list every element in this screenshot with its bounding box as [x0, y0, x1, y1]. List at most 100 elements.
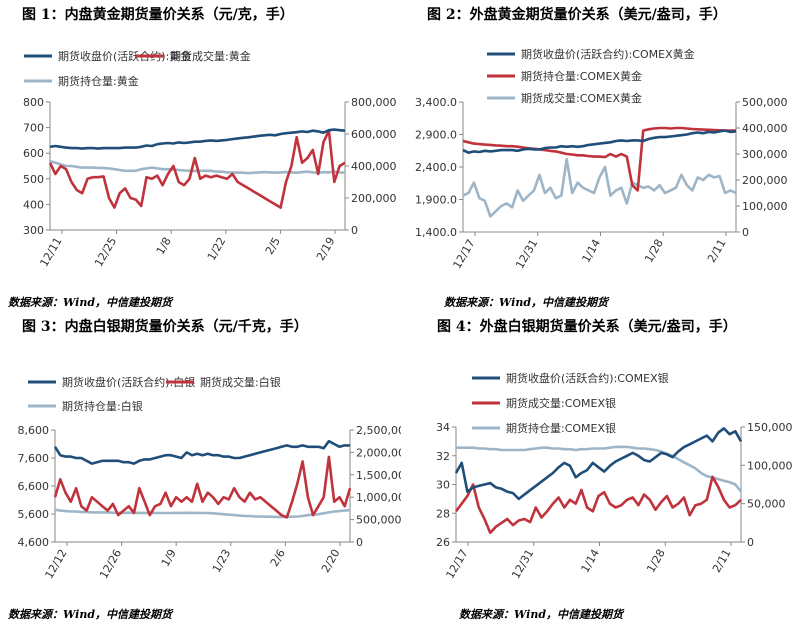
right-tick-label: 0 — [356, 536, 363, 549]
x-tick-label: 2/20 — [319, 547, 343, 575]
right-tick-label: 200,000 — [742, 174, 788, 187]
x-tick-label: 12/31 — [513, 237, 540, 271]
chart-1: 300 400 500 600 700 800 0 200,000 400,000 600,000… — [23, 49, 397, 269]
left-tick-label: 400 — [23, 198, 44, 211]
legend-label: 期货收盘价(活跃合约):COMEX黄金 — [521, 47, 695, 61]
legend-label: 期货持仓量:COMEX黄金 — [521, 69, 642, 83]
left-tick-label: 1,900.0 — [415, 194, 457, 207]
series-line-1 — [454, 475, 742, 535]
chart-panel-1: 图 1：内盘黄金期货量价关系（元/克，手） 300 400 500 600 700 800… — [0, 0, 401, 312]
left-tick-label: 600 — [23, 147, 44, 160]
right-tick-label: 0 — [747, 536, 754, 549]
series-line-2 — [462, 157, 737, 218]
series-line-0 — [454, 427, 743, 501]
x-tick-label: 12/17 — [450, 237, 477, 271]
x-tick-label: 1/22 — [205, 235, 229, 263]
x-tick-label: 1/14 — [578, 547, 602, 575]
right-tick-label: 150,000 — [747, 421, 793, 434]
left-tick-label: 4,600 — [18, 536, 50, 549]
left-tick-label: 6,600 — [18, 480, 50, 493]
right-tick-label: 200,000 — [351, 192, 397, 205]
left-tick-label: 2,400.0 — [415, 161, 457, 174]
x-tick-label: 2/11 — [710, 547, 734, 575]
left-tick-label: 3,400.0 — [415, 96, 457, 109]
left-tick-label: 700 — [23, 122, 44, 135]
right-tick-label: 400,000 — [742, 122, 788, 135]
chart-panel-2: 图 2：外盘黄金期货量价关系（美元/盎司，手） 1,400.0 1,900.0 2,… — [401, 0, 802, 312]
series-line-2 — [54, 508, 351, 519]
right-tick-label: 0 — [351, 224, 358, 237]
x-tick-label: 1/23 — [210, 547, 234, 575]
source-note: 数据来源：Wind，中信建投期货 — [8, 296, 173, 309]
right-tick-label: 400,000 — [351, 160, 397, 173]
x-tick-label: 12/11 — [37, 235, 64, 269]
series-line-1 — [48, 129, 346, 209]
left-tick-label: 32 — [436, 450, 450, 463]
chart-title: 图 2：外盘黄金期货量价关系（美元/盎司，手） — [427, 7, 727, 23]
x-tick-label: 1/28 — [642, 237, 666, 265]
left-tick-label: 26 — [436, 536, 450, 549]
chart-title: 图 1：内盘黄金期货量价关系（元/克，手） — [22, 7, 294, 23]
left-tick-label: 2,900.0 — [415, 129, 457, 142]
right-tick-label: 1,000,000 — [356, 491, 401, 504]
legend-label: 期货收盘价(活跃合约):白银 — [62, 375, 195, 389]
right-tick-label: 2,500,000 — [356, 424, 401, 437]
legend-label: 期货持仓量:黄金 — [58, 74, 139, 88]
legend-label: 期货持仓量:白银 — [62, 399, 143, 413]
source-note: 数据来源：Wind，中信建投期货 — [459, 608, 624, 621]
x-tick-label: 1/28 — [644, 547, 668, 575]
chart-panel-4: 图 4：外盘白银期货量价关系（美元/盎司，手） 26 28 30 32 34 0 50,00… — [401, 312, 802, 624]
left-tick-label: 300 — [23, 224, 44, 237]
x-tick-label: 2/6 — [268, 547, 288, 569]
x-tick-label: 1/9 — [159, 547, 179, 569]
x-tick-label: 2/11 — [705, 237, 729, 265]
series-line-1 — [53, 455, 352, 519]
series-line-2 — [456, 445, 743, 493]
left-tick-label: 7,600 — [18, 452, 50, 465]
legend-label: 期货持仓量:COMEX银 — [506, 421, 616, 435]
right-tick-label: 500,000 — [742, 96, 788, 109]
chart-4: 26 28 30 32 34 0 50,000 100,000 150,000 12/17 12/3… — [436, 371, 793, 581]
right-tick-label: 2,000,000 — [356, 446, 401, 459]
x-tick-label: 1/8 — [154, 235, 174, 257]
right-tick-label: 50,000 — [747, 498, 786, 511]
x-tick-label: 12/26 — [97, 547, 124, 581]
legend-label: 期货成交量:COMEX银 — [506, 396, 616, 410]
chart-title: 图 4：外盘白银期货量价关系（美元/盎司，手） — [437, 319, 737, 335]
right-tick-label: 100,000 — [742, 200, 788, 213]
right-tick-label: 100,000 — [747, 459, 793, 472]
right-tick-label: 500,000 — [356, 514, 401, 527]
x-tick-label: 12/25 — [92, 235, 119, 269]
series-line-0 — [462, 129, 737, 154]
legend-label: 期货成交量:黄金 — [170, 49, 251, 63]
x-tick-label: 12/12 — [42, 547, 69, 581]
series-line-0 — [49, 128, 346, 150]
legend-label: 期货成交量:COMEX黄金 — [521, 91, 642, 105]
left-tick-label: 28 — [436, 507, 450, 520]
chart-3: 4,600 5,600 6,600 7,600 8,600 0 500,000 1,000,0… — [18, 375, 402, 581]
legend-label: 期货收盘价(活跃合约):COMEX银 — [506, 371, 669, 385]
legend-label: 期货收盘价(活跃合约):黄金 — [58, 49, 191, 63]
source-note: 数据来源：Wind，中信建投期货 — [444, 296, 609, 309]
right-tick-label: 300,000 — [742, 148, 788, 161]
x-tick-label: 2/5 — [263, 235, 283, 257]
left-tick-label: 800 — [23, 96, 44, 109]
source-note: 数据来源：Wind，中信建投期货 — [8, 608, 173, 621]
left-tick-label: 34 — [436, 421, 450, 434]
x-tick-label: 12/31 — [509, 547, 536, 581]
legend-label: 期货成交量:白银 — [200, 375, 281, 389]
right-tick-label: 0 — [742, 226, 749, 239]
right-tick-label: 1,500,000 — [356, 469, 401, 482]
chart-2: 1,400.0 1,900.0 2,400.0 2,900.0 3,400.0 0 100,… — [415, 47, 788, 271]
x-tick-label: 2/19 — [314, 235, 338, 263]
left-tick-label: 1,400.0 — [415, 226, 457, 239]
series-line-0 — [53, 439, 350, 465]
left-tick-label: 30 — [436, 479, 450, 492]
series-line-1 — [462, 126, 736, 192]
right-tick-label: 600,000 — [351, 128, 397, 141]
right-tick-label: 800,000 — [351, 96, 397, 109]
x-tick-label: 12/17 — [443, 547, 470, 581]
x-tick-label: 1/14 — [579, 237, 603, 265]
left-tick-label: 500 — [23, 173, 44, 186]
left-tick-label: 8,600 — [18, 424, 50, 437]
